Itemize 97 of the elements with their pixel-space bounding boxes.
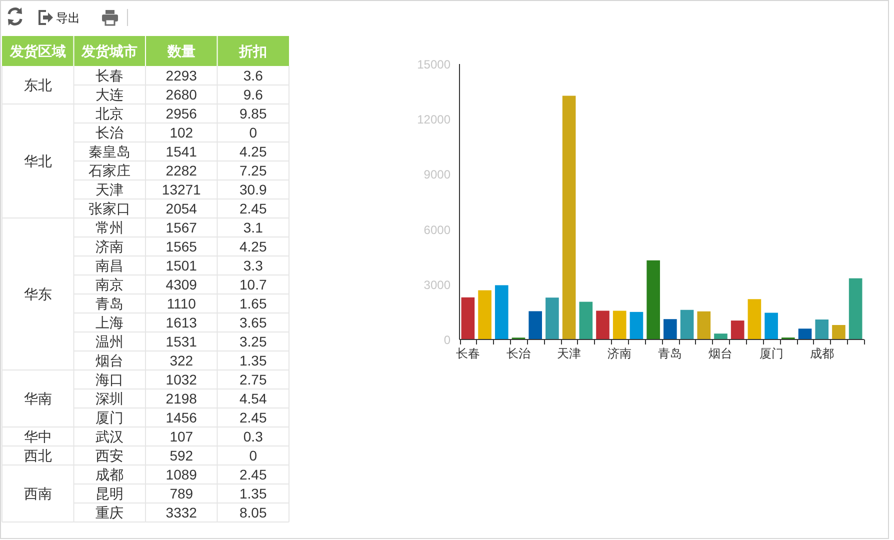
- x-tick-label: 长治: [506, 346, 530, 360]
- category-label: 南京: [96, 276, 124, 292]
- data-label: 30.9: [240, 182, 267, 198]
- data-label: 4.25: [240, 144, 267, 160]
- data-label: 4.54: [240, 390, 267, 406]
- text: 导出: [56, 11, 80, 25]
- data-label: 3.65: [240, 314, 267, 330]
- category-label: 华中: [24, 428, 52, 444]
- category-label: 天津: [96, 182, 124, 198]
- category-label: 华北: [24, 153, 52, 169]
- data-label: 1567: [166, 220, 197, 236]
- data-label: 1501: [166, 258, 197, 274]
- category-label: 济南: [96, 238, 124, 254]
- category-label: 西安: [96, 448, 124, 464]
- data-label: 2282: [166, 162, 197, 178]
- data-label: 0.3: [243, 428, 263, 444]
- data-label: 1110: [166, 296, 196, 312]
- data-label: 3332: [166, 504, 197, 520]
- data-label: 4.25: [240, 238, 267, 254]
- data-label: 2293: [166, 68, 197, 84]
- category-label: 秦皇岛: [88, 144, 131, 160]
- data-label: 1.65: [240, 296, 267, 312]
- category-label: 长春: [96, 68, 124, 84]
- data-label: 10.7: [240, 276, 267, 292]
- data-label: 102: [170, 124, 194, 140]
- data-label: 2.75: [240, 372, 267, 388]
- category-label: 大连: [96, 86, 124, 102]
- category-label: 西南: [24, 486, 52, 502]
- data-label: 3.3: [243, 258, 263, 274]
- category-label: 青岛: [96, 296, 124, 312]
- data-label: 2956: [166, 106, 197, 122]
- data-label: 9.6: [243, 86, 263, 102]
- category-label: 长治: [96, 124, 124, 140]
- x-tick-label: 天津: [557, 346, 582, 360]
- category-label: 成都: [96, 466, 124, 482]
- category-label: 海口: [96, 372, 124, 388]
- y-tick-label: 15000: [417, 58, 451, 72]
- data-label: 789: [170, 486, 194, 502]
- data-label: 1089: [166, 466, 197, 482]
- data-label: 1456: [166, 410, 197, 426]
- category-label: 常州: [96, 220, 124, 236]
- category-label: 石家庄: [88, 162, 131, 178]
- category-label: 厦门: [96, 410, 124, 426]
- data-label: 3.6: [243, 68, 263, 84]
- data-label: 1.35: [240, 352, 267, 368]
- data-label: 592: [170, 448, 194, 464]
- text: 发货城市: [80, 43, 138, 59]
- category-label: 张家口: [88, 200, 131, 216]
- data-label: 1613: [166, 314, 197, 330]
- data-label: 2.45: [240, 410, 267, 426]
- data-label: 2.45: [240, 466, 267, 482]
- data-label: 2198: [166, 390, 197, 406]
- x-tick-label: 厦门: [759, 346, 784, 360]
- data-label: 1531: [166, 334, 197, 350]
- data-label: 7.25: [240, 162, 267, 178]
- data-label: 1541: [166, 144, 197, 160]
- data-label: 1565: [166, 238, 197, 254]
- category-label: 东北: [24, 77, 52, 93]
- category-label: 北京: [96, 106, 124, 122]
- x-tick-label: 长春: [456, 346, 480, 360]
- y-tick-label: 0: [444, 333, 451, 347]
- data-label: 4309: [166, 276, 197, 292]
- y-tick-label: 9000: [424, 168, 451, 182]
- category-label: 华南: [24, 390, 52, 406]
- data-label: 1.35: [240, 486, 267, 502]
- y-tick-label: 6000: [424, 222, 451, 237]
- data-label: 2.45: [240, 200, 267, 216]
- category-label: 南昌: [96, 258, 124, 274]
- category-label: 上海: [96, 314, 124, 330]
- data-label: 3.1: [243, 220, 263, 236]
- x-tick-label: 青岛: [658, 346, 682, 360]
- category-label: 武汉: [96, 428, 124, 444]
- category-label: 深圳: [96, 390, 124, 406]
- y-tick-label: 3000: [424, 278, 451, 292]
- text: 数量: [166, 43, 196, 59]
- data-label: 0: [249, 448, 258, 464]
- category-label: 华东: [24, 286, 52, 302]
- data-label: 322: [170, 352, 194, 368]
- data-label: 13271: [162, 182, 201, 198]
- text: 发货区域: [8, 43, 66, 59]
- category-label: 西北: [24, 448, 52, 464]
- y-tick-label: 12000: [417, 112, 451, 127]
- data-label: 3.25: [240, 334, 267, 350]
- data-label: 8.05: [240, 504, 267, 520]
- x-tick-label: 济南: [608, 346, 632, 360]
- category-label: 温州: [96, 334, 124, 350]
- category-label: 昆明: [96, 486, 124, 502]
- x-tick-label: 成都: [810, 346, 834, 360]
- data-label: 2054: [166, 200, 197, 216]
- category-label: 重庆: [96, 504, 124, 520]
- data-label: 107: [170, 428, 194, 444]
- data-label: 2680: [166, 86, 197, 102]
- x-tick-label: 烟台: [708, 346, 733, 360]
- data-label: 1032: [166, 372, 197, 388]
- text: 折扣: [238, 43, 268, 59]
- data-label: 9.85: [240, 106, 267, 122]
- data-label: 0: [249, 124, 258, 140]
